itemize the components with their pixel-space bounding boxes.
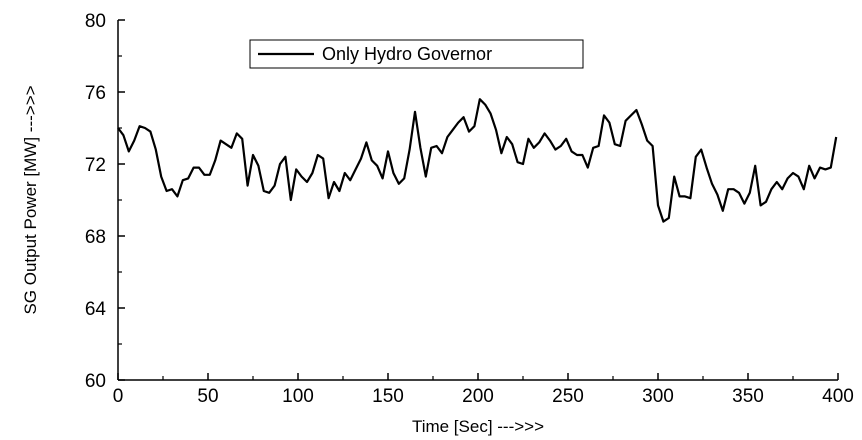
series-layer bbox=[117, 98, 838, 223]
y-tick-label: 68 bbox=[85, 227, 106, 248]
legend-label: Only Hydro Governor bbox=[322, 44, 492, 64]
y-tick-label: 76 bbox=[85, 83, 106, 104]
x-tick-label: 400 bbox=[822, 386, 854, 407]
y-tick-label: 60 bbox=[85, 371, 106, 392]
y-axis-title: SG Output Power [MW] --->>> bbox=[21, 85, 40, 314]
axes bbox=[117, 20, 838, 381]
y-tick-label: 80 bbox=[85, 11, 106, 32]
x-tick-label: 50 bbox=[197, 386, 218, 407]
y-tick-label: 64 bbox=[85, 299, 107, 320]
x-tick-label: 350 bbox=[732, 386, 764, 407]
x-axis-title: Time [Sec] --->>> bbox=[412, 417, 544, 436]
series-line bbox=[117, 98, 838, 223]
legend: Only Hydro Governor bbox=[249, 39, 584, 69]
x-tick-label: 300 bbox=[642, 386, 674, 407]
x-tick-label: 250 bbox=[552, 386, 584, 407]
x-tick-label: 150 bbox=[372, 386, 404, 407]
ticks: 0 50 100 150 200 250 300 350 400 60 64 68 72 76 80 bbox=[85, 11, 854, 407]
x-tick-label: 200 bbox=[462, 386, 494, 407]
x-tick-label: 100 bbox=[282, 386, 314, 407]
x-tick-label: 0 bbox=[113, 386, 124, 407]
y-tick-label: 72 bbox=[85, 155, 106, 176]
